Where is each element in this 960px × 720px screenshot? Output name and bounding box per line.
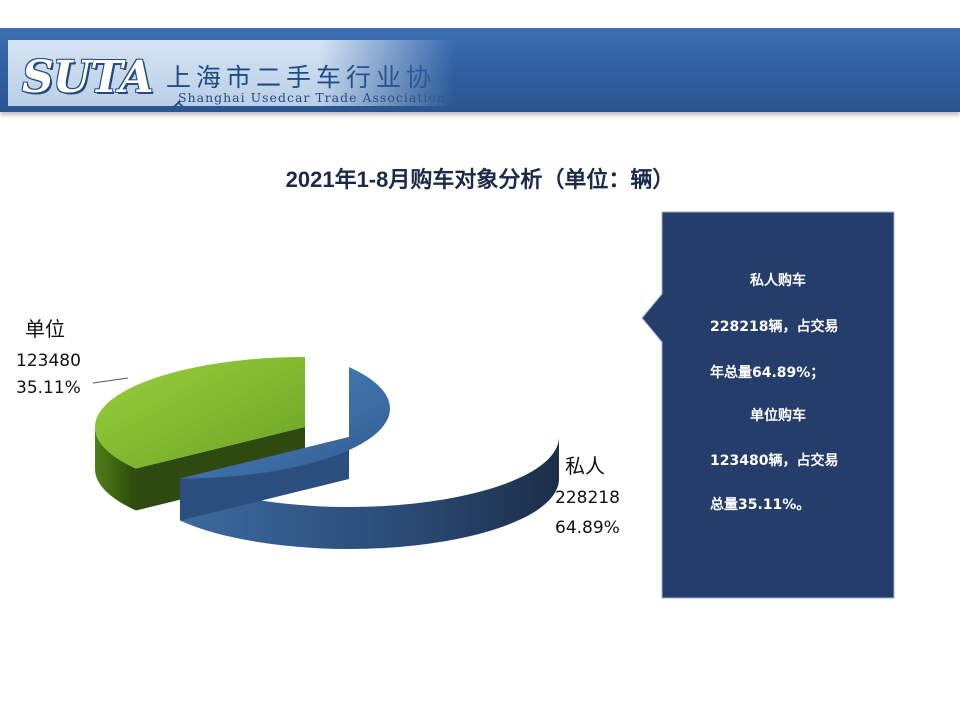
suta-logo: SUTA <box>22 52 154 103</box>
callout-line-4: 单位购车 <box>750 408 806 424</box>
callout-line-6: 总量35.11%。 <box>710 497 811 513</box>
unit-slice-rim <box>95 427 136 511</box>
slice-label-unit: 单位 <box>25 317 65 341</box>
association-name-en: Shanghai Usedcar Trade Association <box>178 90 446 105</box>
callout-line-3: 年总量64.89%； <box>710 365 825 381</box>
slice-percent-unit: 35.11% <box>16 378 81 398</box>
callout-line-5: 123480辆，占交易 <box>710 453 839 469</box>
private-slice <box>179 367 390 479</box>
callout-line-1: 私人购车 <box>750 273 806 289</box>
slice-value-private: 228218 <box>555 488 620 508</box>
unit-slice <box>94 357 305 469</box>
callout-box <box>641 211 895 599</box>
private-slice-rim <box>179 437 559 550</box>
label-leader-line <box>92 377 129 384</box>
callout-line-2: 228218辆，占交易 <box>710 319 839 335</box>
slice-value-unit: 123480 <box>16 351 81 371</box>
slice-percent-private: 64.89% <box>555 518 620 538</box>
slice-label-private: 私人 <box>565 454 605 478</box>
chart-title: 2021年1-8月购车对象分析（单位：辆） <box>285 167 675 192</box>
